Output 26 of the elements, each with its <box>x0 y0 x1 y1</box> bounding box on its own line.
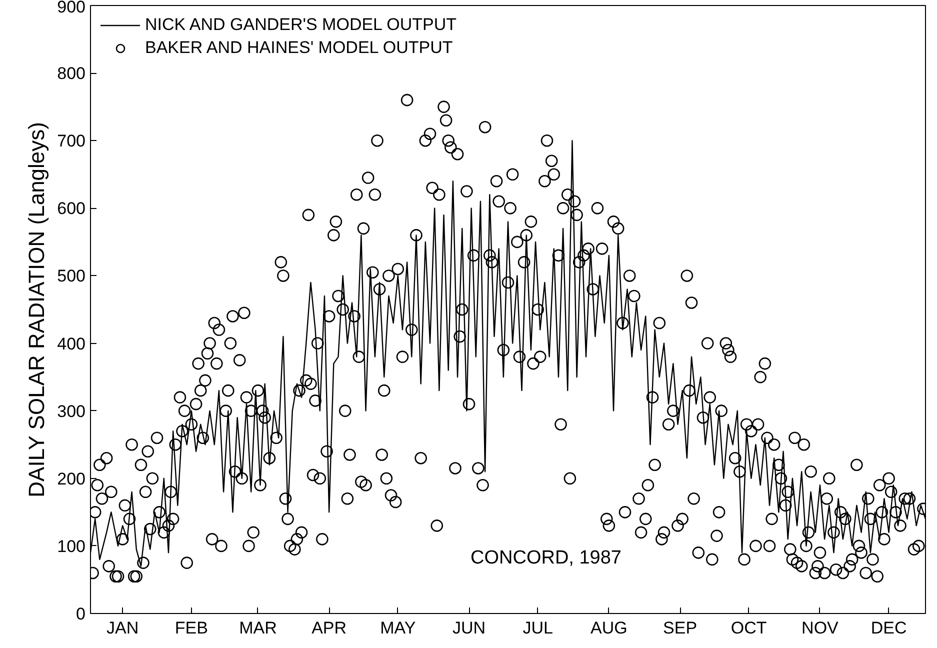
x-tick-label: MAR <box>239 618 277 638</box>
legend-label: NICK AND GANDER'S MODEL OUTPUT <box>145 15 456 35</box>
x-tick-label: OCT <box>730 618 767 638</box>
annotation: CONCORD, 1987 <box>470 548 622 568</box>
x-tick-label: SEP <box>663 618 698 638</box>
y-tick-label: 700 <box>57 132 86 151</box>
x-tick-label: DEC <box>870 618 907 638</box>
y-tick-label: 900 <box>57 0 86 16</box>
x-tick-label: JUN <box>452 618 486 638</box>
y-tick-label: 200 <box>57 469 86 488</box>
y-tick-label: 600 <box>57 199 86 218</box>
x-tick-label: AUG <box>590 618 628 638</box>
y-tick-label: 0 <box>76 604 86 624</box>
x-tick-label: JAN <box>106 618 139 638</box>
x-tick-label: APR <box>312 618 347 638</box>
y-axis-title: DAILY SOLAR RADIATION (Langleys) <box>24 122 50 498</box>
y-tick-label: 100 <box>57 536 86 556</box>
x-tick-label: FEB <box>174 618 208 638</box>
x-tick-label: JUL <box>522 618 553 638</box>
y-tick-label: 500 <box>57 266 86 286</box>
x-tick-label: MAY <box>380 618 416 638</box>
y-tick-label: 400 <box>57 334 86 354</box>
x-tick-label: NOV <box>802 618 840 638</box>
y-tick-label: 300 <box>57 402 86 421</box>
y-tick-label: 800 <box>57 64 86 84</box>
legend-label: BAKER AND HAINES' MODEL OUTPUT <box>145 38 453 58</box>
